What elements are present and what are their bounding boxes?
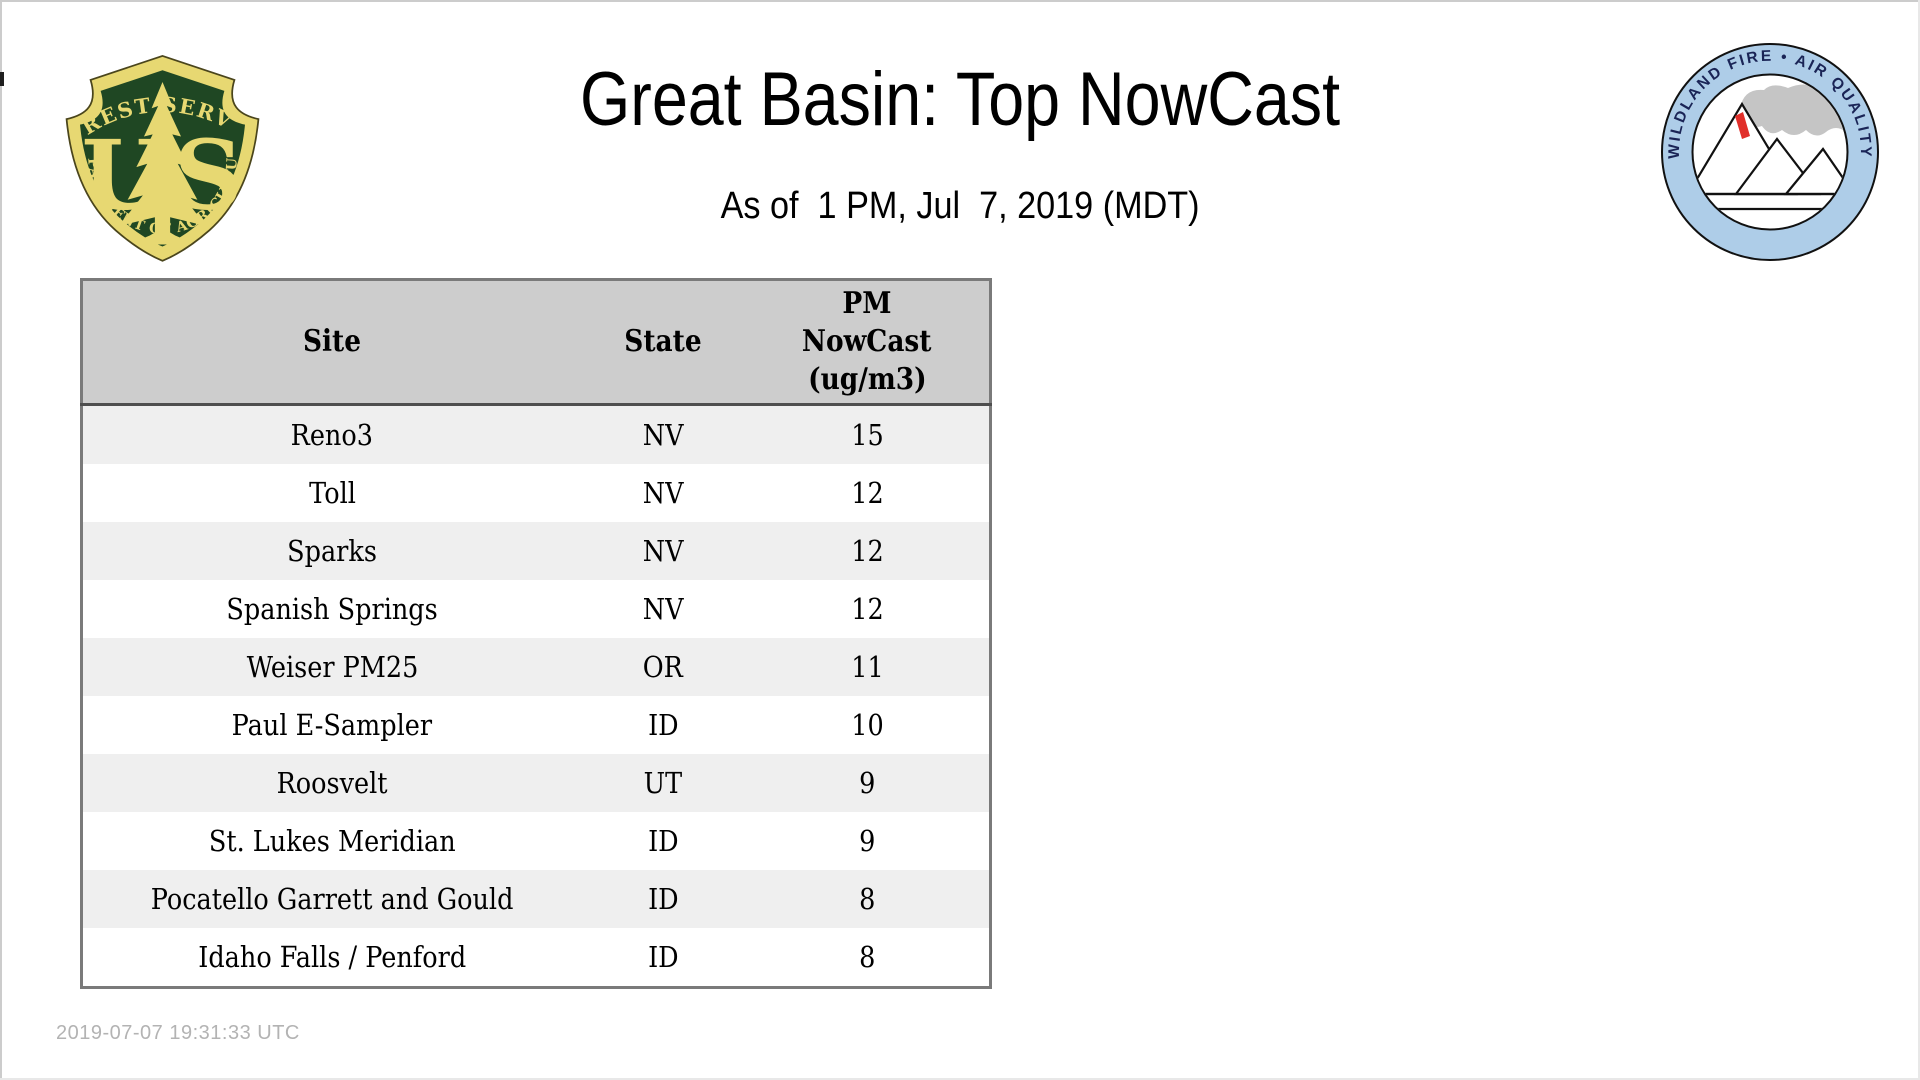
state-value: NV	[642, 476, 684, 510]
state-value: UT	[643, 766, 683, 800]
screenshot-bottom-edge	[0, 1078, 1920, 1080]
pm-value: 15	[850, 418, 884, 452]
table-row: Reno3 NV 15	[81, 404, 991, 465]
state-value: NV	[642, 534, 684, 568]
site-value: Sparks	[287, 534, 378, 568]
page-subtitle: As of 1 PM, Jul 7, 2019 (MDT)	[0, 185, 1920, 228]
site-cell: St. Lukes Meridian	[82, 812, 582, 870]
table-row: Roosvelt UT 9	[81, 754, 991, 812]
state-cell: UT	[581, 754, 745, 812]
generation-timestamp: 2019-07-07 19:31:33 UTC	[56, 1022, 300, 1044]
pm-cell: 12	[745, 464, 990, 522]
page-title-text: Great Basin: Top NowCast	[579, 57, 1341, 142]
pm-value: 9	[858, 766, 876, 800]
site-value: Toll	[308, 476, 356, 510]
pm-header-line-2: NowCast	[802, 323, 932, 359]
state-cell: ID	[581, 928, 745, 988]
page-title: Great Basin: Top NowCast	[0, 58, 1920, 142]
site-cell: Reno3	[82, 405, 582, 465]
usfs-shield-logo: U S FOREST SERVICE DEPARTMENT OF AGRICUL…	[52, 45, 260, 262]
screenshot-left-edge	[0, 0, 2, 1080]
state-value: ID	[647, 882, 679, 916]
pm-value: 12	[850, 592, 884, 626]
site-cell: Sparks	[82, 522, 582, 580]
table-row: Sparks NV 12	[81, 522, 991, 580]
table-row: Pocatello Garrett and Gould ID 8	[81, 870, 991, 928]
column-header-site: Site	[81, 279, 582, 406]
site-value: Roosvelt	[276, 766, 388, 800]
flame-icon	[1735, 112, 1750, 139]
pm-cell: 10	[745, 696, 990, 754]
state-cell: OR	[581, 638, 745, 696]
table-row: Toll NV 12	[81, 464, 991, 522]
page-subtitle-text: As of 1 PM, Jul 7, 2019 (MDT)	[720, 185, 1200, 227]
table-row: Idaho Falls / Penford ID 8	[81, 928, 991, 988]
table-row: Weiser PM25 OR 11	[81, 638, 991, 696]
pm-cell: 9	[745, 812, 990, 870]
pm-value: 11	[850, 650, 884, 684]
column-header-state-label: State	[624, 323, 702, 359]
usfs-pine-tree-icon	[118, 82, 207, 245]
screenshot-edge-notch	[0, 72, 4, 86]
pm-value: 12	[850, 476, 884, 510]
pm-value: 10	[850, 708, 884, 742]
state-cell: NV	[581, 580, 745, 638]
site-cell: Spanish Springs	[82, 580, 582, 638]
pm-cell: 8	[745, 928, 990, 988]
site-cell: Toll	[82, 464, 582, 522]
site-value: Weiser PM25	[246, 650, 419, 684]
pm-cell: 15	[745, 405, 990, 465]
wfaqrp-logo: WILDLAND FIRE • AIR QUALITY RESPONSE PRO…	[1661, 43, 1879, 261]
state-cell: ID	[581, 812, 745, 870]
site-value: Pocatello Garrett and Gould	[150, 882, 514, 916]
site-cell: Roosvelt	[82, 754, 582, 812]
site-value: Reno3	[291, 418, 374, 452]
table-header-row: Site State PM NowCast (ug/m3)	[81, 279, 991, 406]
site-value: St. Lukes Meridian	[208, 824, 456, 858]
screenshot-right-edge	[1918, 0, 1920, 1080]
smoke-plume-icon	[1740, 84, 1847, 136]
site-value: Paul E-Sampler	[232, 708, 433, 742]
column-header-site-label: Site	[303, 323, 362, 359]
pm-value: 9	[858, 824, 876, 858]
pm-value: 8	[858, 882, 876, 916]
pm-cell: 12	[745, 522, 990, 580]
pm-cell: 12	[745, 580, 990, 638]
state-cell: ID	[581, 696, 745, 754]
state-value: ID	[647, 824, 679, 858]
pm-cell: 8	[745, 870, 990, 928]
state-value: OR	[643, 650, 684, 684]
state-cell: NV	[581, 464, 745, 522]
table-row: Paul E-Sampler ID 10	[81, 696, 991, 754]
pm-header-line-1: PM	[842, 285, 892, 321]
state-value: ID	[647, 708, 679, 742]
table-row: St. Lukes Meridian ID 9	[81, 812, 991, 870]
site-cell: Weiser PM25	[82, 638, 582, 696]
state-value: NV	[642, 418, 684, 452]
pm-value: 8	[858, 940, 876, 974]
column-header-state: State	[581, 279, 746, 406]
pm-cell: 9	[745, 754, 990, 812]
pm-header-line-3: (ug/m3)	[807, 362, 927, 398]
pm-value: 12	[850, 534, 884, 568]
state-cell: NV	[581, 522, 745, 580]
state-cell: ID	[581, 870, 745, 928]
state-value: ID	[647, 940, 679, 974]
nowcast-table: Site State PM NowCast (ug/m3) Reno3 NV 1…	[80, 278, 992, 989]
site-value: Idaho Falls / Penford	[198, 940, 467, 974]
site-cell: Idaho Falls / Penford	[82, 928, 582, 988]
screenshot-top-edge	[0, 0, 1920, 2]
state-cell: NV	[581, 405, 745, 465]
site-value: Spanish Springs	[226, 592, 438, 626]
site-cell: Paul E-Sampler	[82, 696, 582, 754]
pm-cell: 11	[745, 638, 990, 696]
state-value: NV	[642, 592, 684, 626]
table-row: Spanish Springs NV 12	[81, 580, 991, 638]
site-cell: Pocatello Garrett and Gould	[82, 870, 582, 928]
column-header-pm-nowcast: PM NowCast (ug/m3)	[745, 279, 991, 406]
